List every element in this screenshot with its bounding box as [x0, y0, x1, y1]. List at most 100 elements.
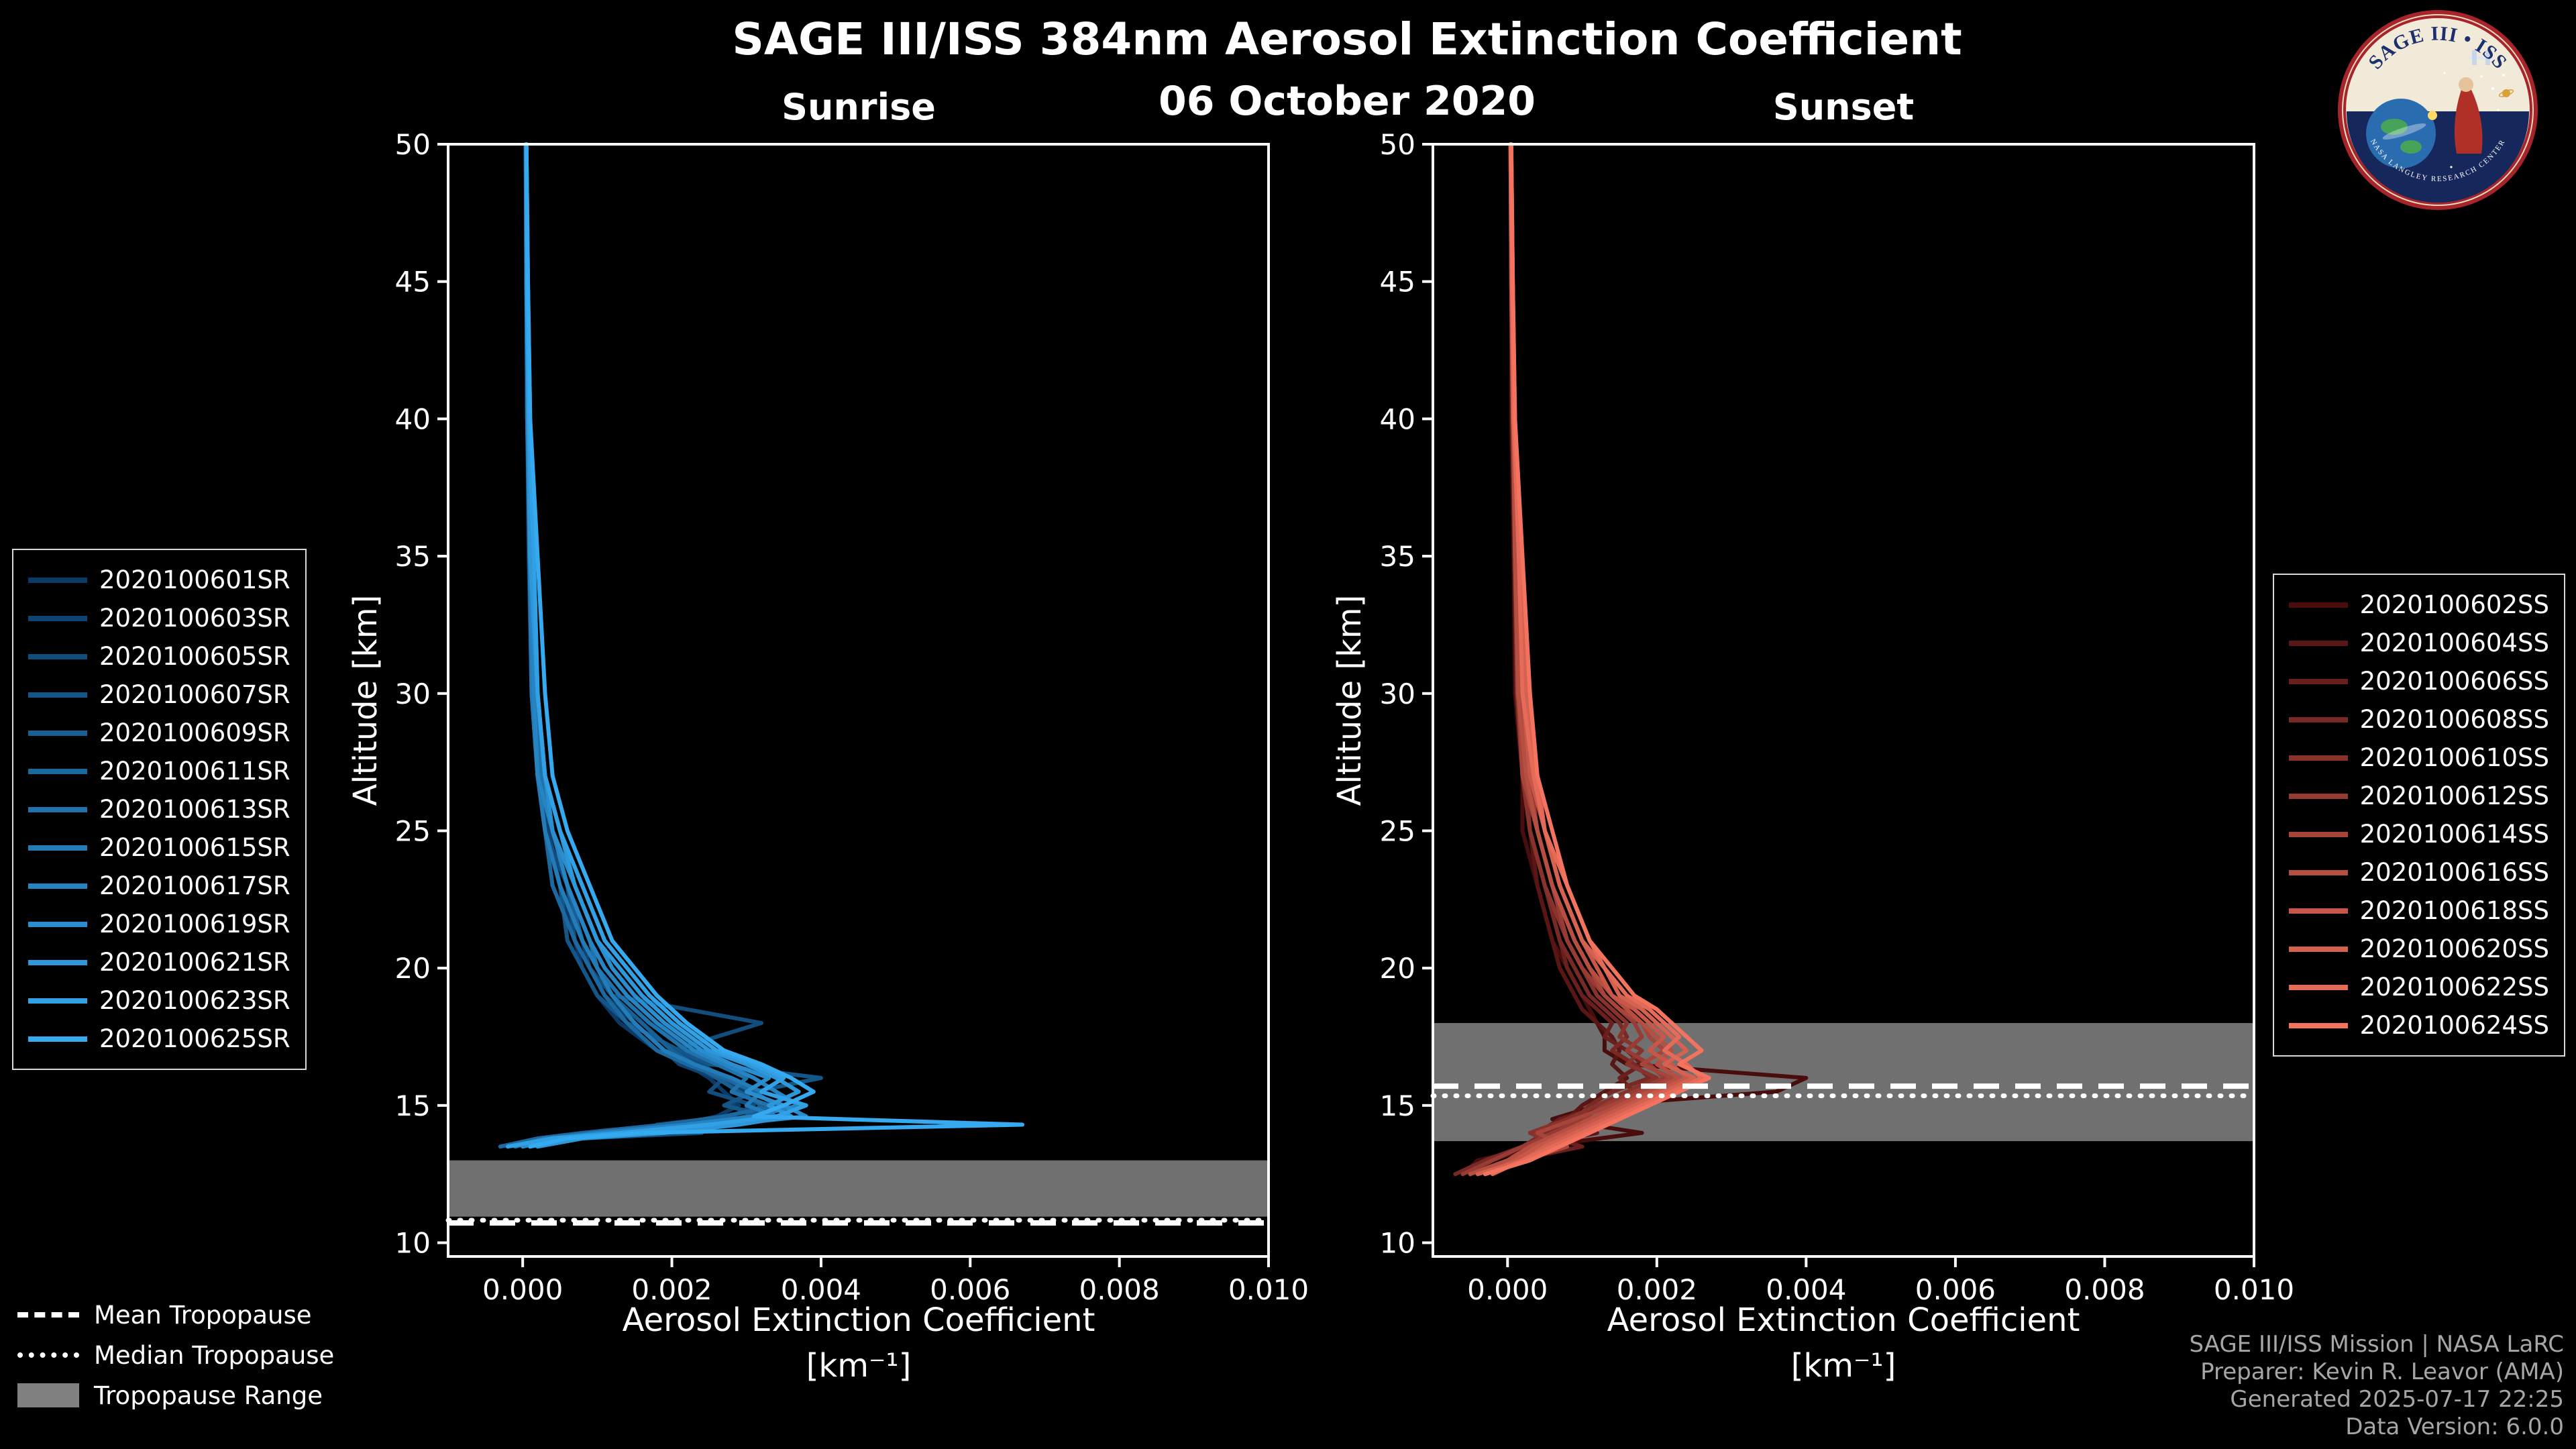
series-label: 2020100604SS — [2359, 629, 2549, 657]
sunset-profile-2020100622SS — [1491, 142, 1704, 1177]
logo-sage-figure — [2454, 90, 2483, 154]
legend-item-2020100614SS: 2020100614SS — [2288, 815, 2549, 853]
legend-item-2020100604SS: 2020100604SS — [2288, 624, 2549, 662]
series-color-swatch — [28, 653, 87, 659]
series-color-swatch — [2288, 793, 2348, 799]
sage-iii-iss-mission-patch: SAGE III • ISS NASA LANGLEY RESEARCH CEN… — [2338, 10, 2538, 210]
median-tropopause-label: Median Tropopause — [94, 1340, 335, 1370]
legend-item-2020100612SS: 2020100612SS — [2288, 777, 2549, 815]
series-label: 2020100603SR — [99, 604, 290, 633]
x-tick-label: 0.008 — [1079, 1273, 1160, 1306]
legend-item-2020100613SR: 2020100613SR — [28, 790, 290, 828]
legend-item-2020100624SS: 2020100624SS — [2288, 1006, 2549, 1044]
series-label: 2020100602SS — [2359, 590, 2549, 619]
legend-item-2020100602SS: 2020100602SS — [2288, 586, 2549, 624]
logo-earth-land — [2400, 140, 2422, 154]
logo-sage-head — [2459, 77, 2473, 92]
sunrise-profile-2020100619SR — [521, 142, 808, 1149]
series-label: 2020100608SS — [2359, 705, 2549, 734]
x-tick-label: 0.006 — [1915, 1273, 1996, 1306]
sunset-profile-2020100620SS — [1475, 142, 1697, 1177]
series-color-swatch — [28, 998, 87, 1004]
series-label: 2020100615SR — [99, 833, 290, 862]
x-tick-label: 0.008 — [2064, 1273, 2145, 1306]
y-tick-label: 45 — [395, 266, 431, 299]
y-tick-label: 20 — [1380, 952, 1415, 985]
sunrise-y-axis-label: Altitude [km] — [347, 594, 384, 806]
logo-iss-icon — [2469, 50, 2493, 65]
legend-item-2020100621SR: 2020100621SR — [28, 943, 290, 981]
y-tick-label: 50 — [1380, 128, 1415, 161]
series-label: 2020100622SS — [2359, 973, 2549, 1002]
logo-earth-land — [2381, 119, 2408, 135]
y-tick-label: 25 — [395, 814, 431, 847]
y-tick-label: 15 — [1380, 1089, 1415, 1122]
logo-inner-ring — [2342, 14, 2534, 206]
sunset-profile-2020100616SS — [1468, 142, 1682, 1177]
sunrise-profile-2020100621SR — [524, 142, 801, 1149]
x-tick-label: 0.004 — [781, 1273, 861, 1306]
series-color-swatch — [2288, 984, 2348, 990]
legend-item-2020100616SS: 2020100616SS — [2288, 853, 2549, 892]
sunset-x-axis-label: Aerosol Extinction Coefficient — [1607, 1301, 2080, 1339]
logo-earth-clouds — [2382, 123, 2426, 140]
series-color-swatch — [2288, 831, 2348, 837]
series-label: 2020100619SR — [99, 910, 290, 938]
tropopause-legend: Mean Tropopause Median Tropopause Tropop… — [17, 1295, 334, 1415]
sunset-series-legend: 2020100602SS 2020100604SS 2020100606SS 2020… — [2272, 574, 2565, 1057]
series-color-swatch — [28, 921, 87, 927]
mean-tropopause-label: Mean Tropopause — [94, 1300, 312, 1330]
sunset-axes-box — [1432, 143, 2255, 1258]
legend-item-2020100607SR: 2020100607SR — [28, 676, 290, 714]
sunset-profile-2020100604SS — [1468, 142, 1629, 1177]
series-label: 2020100624SS — [2359, 1011, 2549, 1040]
x-tick-label: 0.006 — [930, 1273, 1010, 1306]
credit-line: SAGE III/ISS Mission | NASA LaRC — [2189, 1331, 2564, 1358]
series-color-swatch — [2288, 946, 2348, 952]
x-tick-label: 0.000 — [482, 1273, 563, 1306]
sunrise-x-axis-label: Aerosol Extinction Coefficient — [622, 1301, 1095, 1339]
sunset-panel-title: Sunset — [1772, 86, 1915, 128]
legend-item-2020100617SR: 2020100617SR — [28, 867, 290, 905]
series-color-swatch — [28, 577, 87, 583]
legend-item-2020100625SR: 2020100625SR — [28, 1020, 290, 1058]
legend-item-2020100608SS: 2020100608SS — [2288, 700, 2549, 739]
series-label: 2020100621SR — [99, 948, 290, 977]
y-tick-label: 40 — [1380, 402, 1415, 435]
series-label: 2020100625SR — [99, 1024, 290, 1053]
series-color-swatch — [2288, 716, 2348, 722]
credit-line: Preparer: Kevin R. Leavor (AMA) — [2200, 1358, 2564, 1385]
y-tick-label: 10 — [395, 1227, 431, 1260]
tropopause-range-label: Tropopause Range — [94, 1381, 323, 1410]
series-color-swatch — [28, 806, 87, 812]
sunrise-axes-box — [447, 143, 1270, 1258]
series-label: 2020100613SR — [99, 795, 290, 824]
gray-band-swatch — [17, 1383, 79, 1407]
chart-title: SAGE III/ISS 384nm Aerosol Extinction Co… — [732, 13, 1962, 65]
series-color-swatch — [28, 692, 87, 698]
y-tick-label: 10 — [1380, 1227, 1415, 1260]
dotted-line-swatch — [17, 1352, 79, 1358]
series-color-swatch — [2288, 869, 2348, 875]
series-label: 2020100623SR — [99, 986, 290, 1015]
series-label: 2020100618SS — [2359, 896, 2549, 925]
series-color-swatch — [28, 768, 87, 774]
x-tick-label: 0.002 — [1617, 1273, 1697, 1306]
legend-item-2020100606SS: 2020100606SS — [2288, 662, 2549, 700]
y-tick-label: 40 — [395, 402, 431, 435]
legend-item-2020100603SR: 2020100603SR — [28, 599, 290, 637]
sunrise-profile-2020100617SR — [524, 142, 801, 1149]
x-tick-label: 0.000 — [1467, 1273, 1548, 1306]
series-label: 2020100611SR — [99, 757, 290, 786]
sunrise-profile-2020100623SR — [505, 142, 808, 1149]
y-tick-label: 30 — [395, 678, 431, 710]
series-label: 2020100612SS — [2359, 782, 2549, 810]
legend-item-2020100605SR: 2020100605SR — [28, 637, 290, 676]
legend-item-2020100623SR: 2020100623SR — [28, 981, 290, 1020]
sunset-profile-2020100608SS — [1453, 142, 1652, 1177]
legend-item-2020100618SS: 2020100618SS — [2288, 892, 2549, 930]
series-color-swatch — [28, 883, 87, 889]
legend-item-2020100620SS: 2020100620SS — [2288, 930, 2549, 968]
